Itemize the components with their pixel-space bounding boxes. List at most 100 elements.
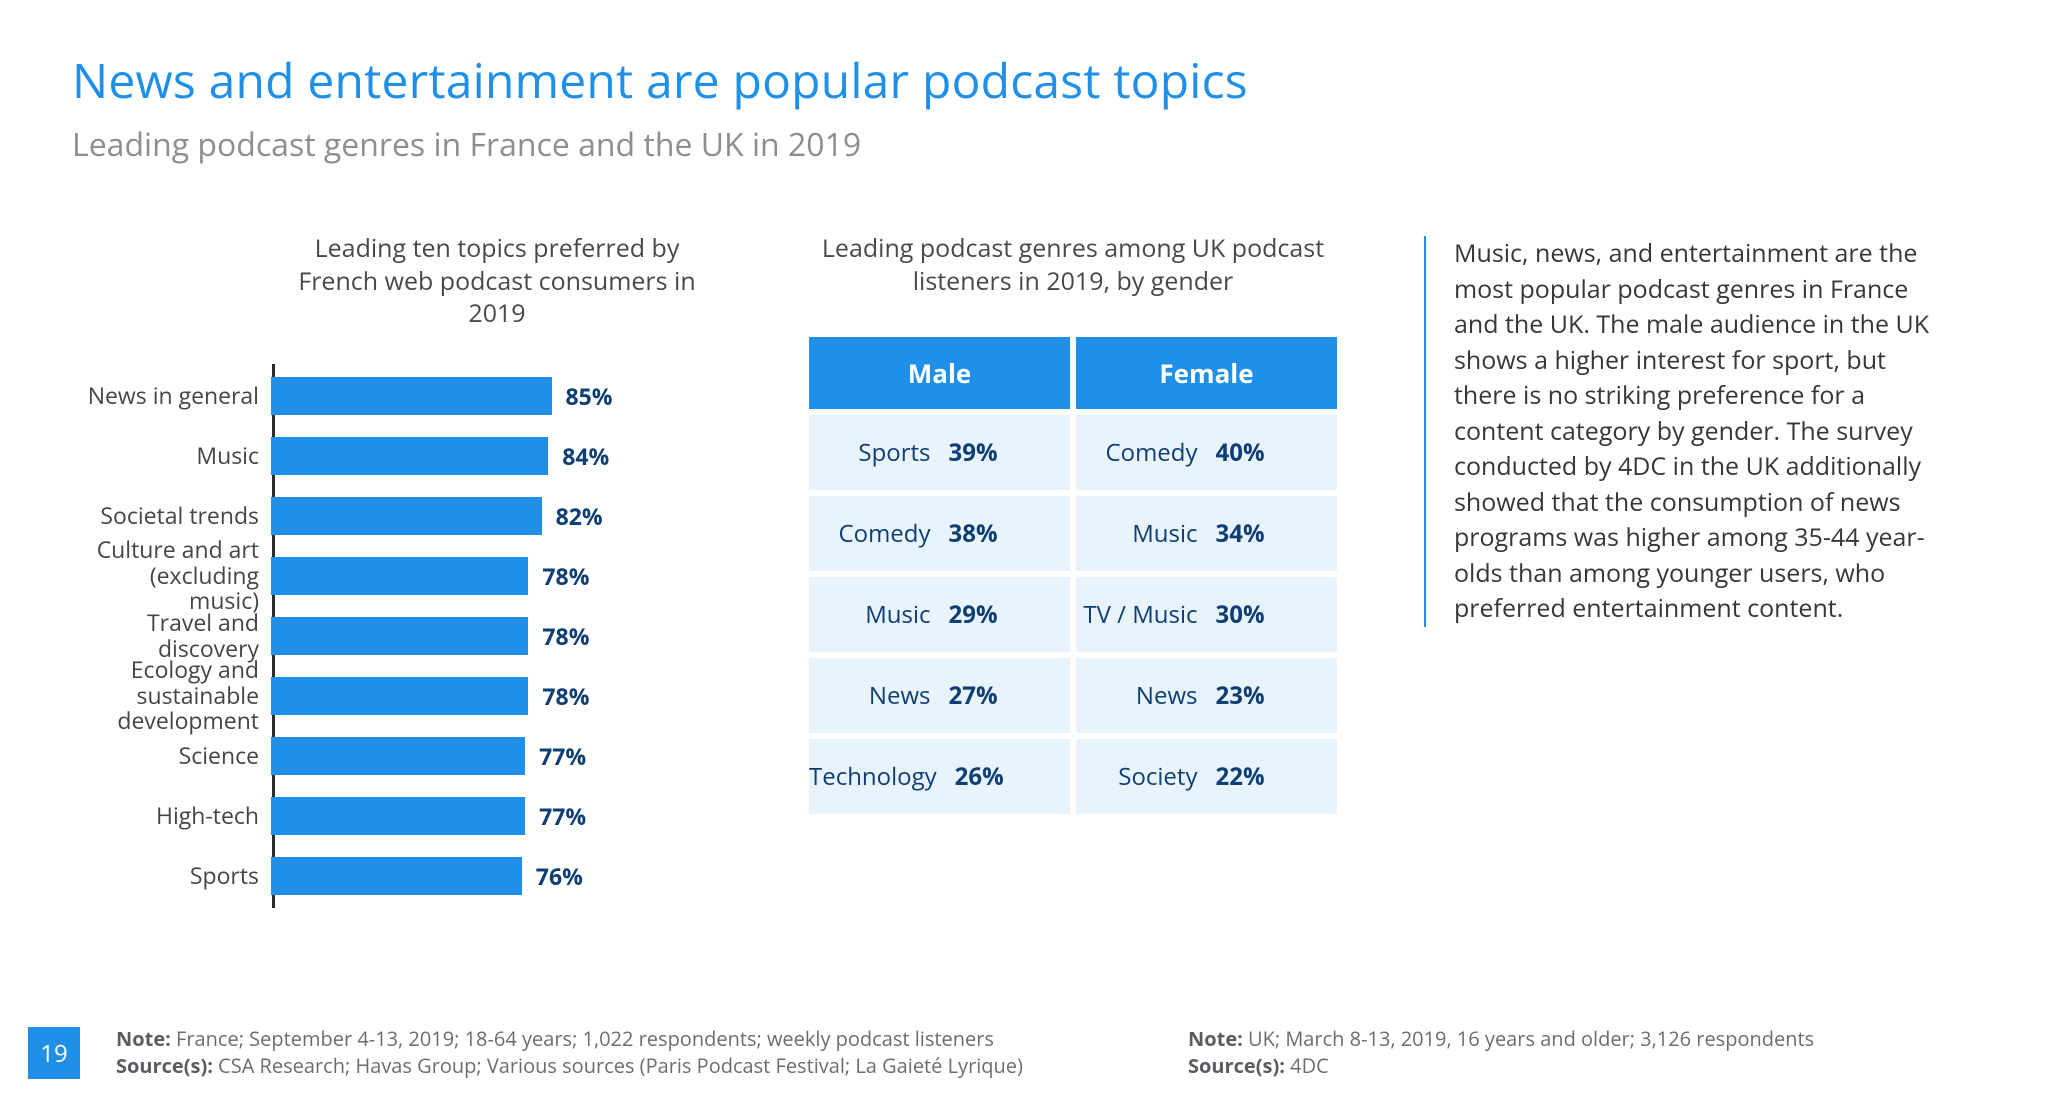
bar-row: Societal trends82% <box>275 486 722 546</box>
bar-value: 85% <box>566 380 613 412</box>
bar-value: 78% <box>542 560 589 592</box>
bar-track: 78% <box>271 617 722 655</box>
table-row: Sports 39%Comedy 40% <box>809 415 1337 490</box>
bar-row: Travel and discovery78% <box>275 606 722 666</box>
cell-value: 26% <box>955 760 1070 793</box>
bar <box>271 617 528 655</box>
page-title: News and entertainment are popular podca… <box>72 48 1976 113</box>
bar-chart: Leading ten topics preferred by French w… <box>72 232 722 908</box>
commentary-text: Music, news, and entertainment are the m… <box>1424 236 1954 627</box>
bar-label: News in general <box>75 383 271 409</box>
cell-value: 40% <box>1216 436 1338 469</box>
bar-chart-title: Leading ten topics preferred by French w… <box>272 232 722 330</box>
cell-label: News <box>809 679 931 712</box>
bar <box>271 497 542 535</box>
bar <box>271 557 528 595</box>
cell-value: 30% <box>1216 598 1338 631</box>
bar-track: 77% <box>271 797 722 835</box>
table-cell-female: Music 34% <box>1076 496 1337 571</box>
page-subtitle: Leading podcast genres in France and the… <box>72 123 1976 166</box>
bar-label: Music <box>75 443 271 469</box>
note-label: Note: <box>1188 1025 1243 1052</box>
table-header-female: Female <box>1076 337 1337 409</box>
source-text: 4DC <box>1285 1052 1329 1079</box>
footer: 19 Note: France; September 4-13, 2019; 1… <box>0 1025 2048 1079</box>
page-number: 19 <box>28 1027 80 1079</box>
bar-track: 76% <box>271 857 722 895</box>
cell-value: 22% <box>1216 760 1338 793</box>
bar-row: Music84% <box>275 426 722 486</box>
bar-value: 77% <box>539 800 586 832</box>
table-header-male: Male <box>809 337 1070 409</box>
bar-track: 84% <box>271 437 722 475</box>
bar-row: High-tech77% <box>275 786 722 846</box>
genre-table-body: Male Female Sports39%Comedy40%Comedy38%M… <box>803 331 1343 820</box>
cell-label: Sports <box>809 436 931 469</box>
cell-label: News <box>1076 679 1198 712</box>
cell-value: 23% <box>1216 679 1338 712</box>
bar-track: 77% <box>271 737 722 775</box>
table-cell-male: Sports 39% <box>809 415 1070 490</box>
table-cell-female: TV / Music 30% <box>1076 577 1337 652</box>
table-cell-female: Comedy 40% <box>1076 415 1337 490</box>
source-text: CSA Research; Havas Group; Various sourc… <box>213 1052 1023 1079</box>
genre-table-title: Leading podcast genres among UK podcast … <box>778 232 1368 297</box>
cell-value: 34% <box>1216 517 1338 550</box>
bar-row: Culture and art (excluding music)78% <box>275 546 722 606</box>
bar-track: 78% <box>271 557 722 595</box>
bar-chart-body: News in general85%Music84%Societal trend… <box>272 364 722 908</box>
bar-value: 82% <box>556 500 603 532</box>
table-row: Music 29%TV / Music 30% <box>809 577 1337 652</box>
bar-label: Sports <box>75 863 271 889</box>
cell-value: 29% <box>949 598 1071 631</box>
bar-row: Ecology and sustainable development78% <box>275 666 722 726</box>
table-cell-male: Music 29% <box>809 577 1070 652</box>
bar-value: 76% <box>536 860 583 892</box>
source-label: Source(s): <box>1188 1052 1285 1079</box>
cell-label: Technology <box>809 760 937 793</box>
table-row: Comedy 38%Music 34% <box>809 496 1337 571</box>
table-row: News27%News23% <box>809 658 1337 733</box>
bar-value: 78% <box>542 620 589 652</box>
table-cell-male: Comedy 38% <box>809 496 1070 571</box>
cell-label: Comedy <box>809 517 931 550</box>
table-row: Technology 26%Society 22% <box>809 739 1337 814</box>
bar-value: 77% <box>539 740 586 772</box>
bar-row: Science77% <box>275 726 722 786</box>
footnote-right: Note: UK; March 8-13, 2019, 16 years and… <box>1188 1025 1908 1079</box>
bar-row: News in general85% <box>275 366 722 426</box>
bar-label: High-tech <box>75 803 271 829</box>
table-cell-female: Society 22% <box>1076 739 1337 814</box>
table-cell-male: News 27% <box>809 658 1070 733</box>
bar <box>271 797 525 835</box>
bar-track: 82% <box>271 497 722 535</box>
table-cell-female: News 23% <box>1076 658 1337 733</box>
bar-value: 84% <box>562 440 609 472</box>
note-label: Note: <box>116 1025 171 1052</box>
table-cell-male: Technology 26% <box>809 739 1070 814</box>
bar <box>271 737 525 775</box>
bar-track: 78% <box>271 677 722 715</box>
source-label: Source(s): <box>116 1052 213 1079</box>
content-columns: Leading ten topics preferred by French w… <box>72 232 1976 908</box>
bar-label: Science <box>75 743 271 769</box>
bar <box>271 377 552 415</box>
note-text: France; September 4-13, 2019; 18-64 year… <box>171 1025 994 1052</box>
bar <box>271 437 548 475</box>
cell-label: Society <box>1076 760 1198 793</box>
bar-track: 85% <box>271 377 722 415</box>
bar-label: Culture and art (excluding music) <box>75 537 271 614</box>
bar-label: Ecology and sustainable development <box>75 657 271 734</box>
cell-label: Comedy <box>1076 436 1198 469</box>
bar-value: 78% <box>542 680 589 712</box>
footnote-left: Note: France; September 4-13, 2019; 18-6… <box>116 1025 1096 1079</box>
cell-label: Music <box>809 598 931 631</box>
cell-label: Music <box>1076 517 1198 550</box>
cell-value: 38% <box>949 517 1071 550</box>
bar-label: Societal trends <box>75 503 271 529</box>
cell-value: 39% <box>949 436 1071 469</box>
cell-label: TV / Music <box>1076 598 1198 631</box>
bar <box>271 677 528 715</box>
bar-row: Sports76% <box>275 846 722 906</box>
cell-value: 27% <box>949 679 1071 712</box>
